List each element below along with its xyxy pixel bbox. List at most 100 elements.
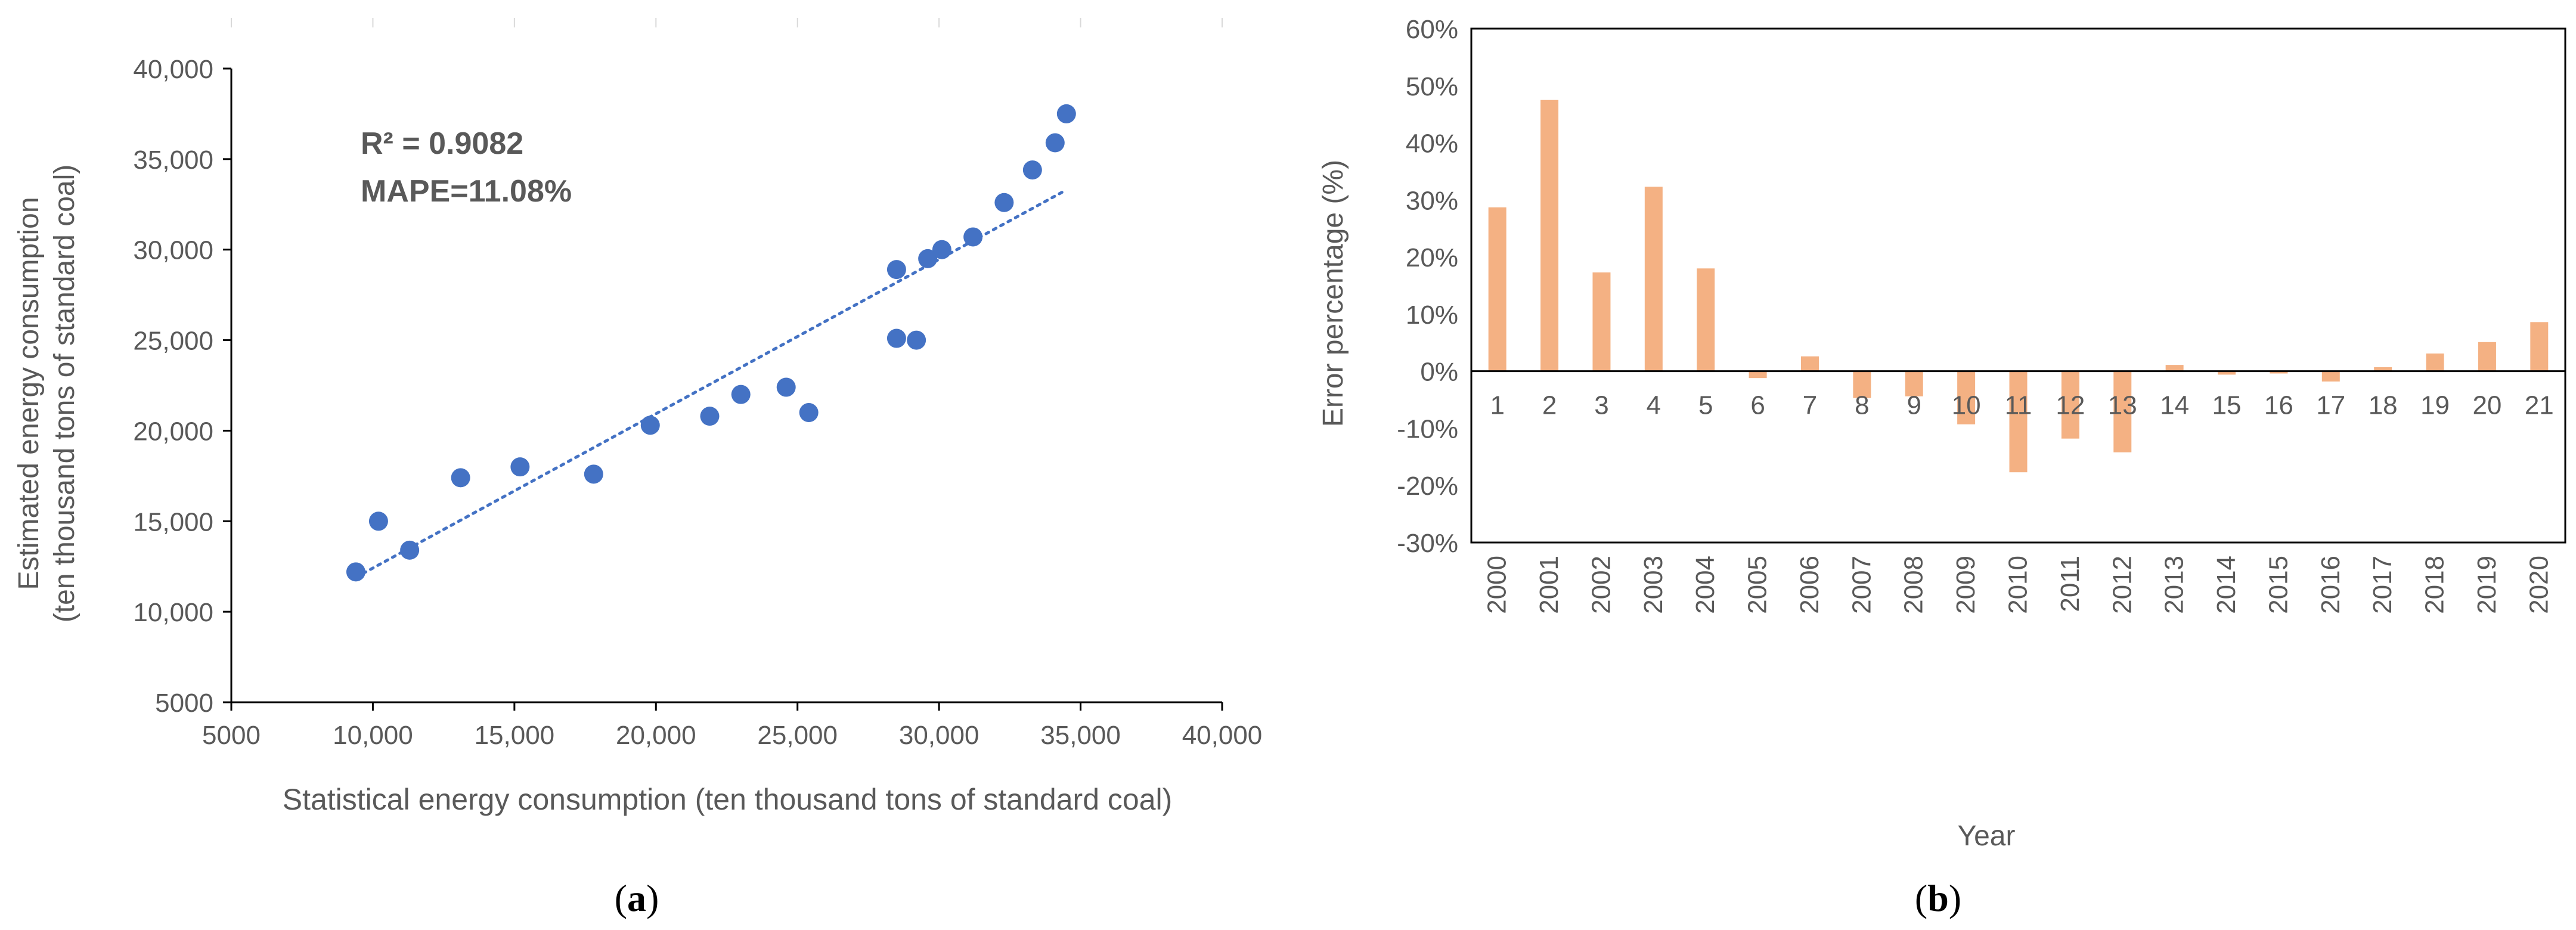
x-tick-label: 25,000 [757,721,838,750]
scatter-point [963,227,983,247]
x-tick-label: 15,000 [475,721,555,750]
y-tick-label: 20,000 [133,417,213,446]
year-label: 2017 [2368,556,2397,614]
y-axis-label-line2: (ten thousand tons of standard coal) [49,165,80,623]
bar [2478,342,2496,371]
index-label: 16 [2264,391,2293,420]
bars [1488,100,2549,473]
index-label: 8 [1855,391,1869,420]
scatter-point [918,249,938,268]
y-tick-label: 35,000 [133,145,213,175]
year-label: 2011 [2056,556,2085,612]
index-label: 19 [2420,391,2450,420]
year-label: 2002 [1586,556,1616,614]
year-label: 2007 [1847,556,1876,614]
scatter-point [510,457,530,477]
trendline [354,188,1068,579]
year-labels: 2000 2001 2002 2003 2004 2005 2006 2007 2008 2009… [1483,556,2554,614]
panel-label-a: (a) [615,877,659,919]
x-tick-label: 20,000 [616,721,696,750]
year-label: 2018 [2420,556,2450,614]
index-label: 9 [1907,391,1921,420]
y-tick-label: 30,000 [133,236,213,265]
index-label: 1 [1490,391,1504,420]
index-label: 14 [2160,391,2189,420]
year-label: 2020 [2524,556,2553,614]
bar [2426,353,2444,371]
y-tick-label: 15,000 [133,507,213,537]
year-label: 2014 [2212,556,2241,614]
year-label: 2003 [1639,556,1668,614]
y-tick-label: 25,000 [133,327,213,356]
year-label: 2010 [2004,556,2033,614]
scatter-point [368,512,388,531]
year-label: 2015 [2264,556,2293,614]
scatter-point [584,464,603,484]
bar [1800,356,1819,371]
index-label: 4 [1647,391,1661,420]
scatter-point [731,385,751,404]
index-label: 2 [1542,391,1557,420]
index-label: 12 [2056,391,2085,420]
scatter-points [346,104,1076,582]
trendline-group [354,188,1068,579]
year-label: 2016 [2316,556,2345,614]
y-tick-label: -10% [1397,414,1458,444]
year-label: 2006 [1795,556,1824,614]
index-label: 7 [1803,391,1817,420]
scatter-point [400,540,420,560]
x-tick-label: 10,000 [333,721,413,750]
y-axis-label: Error percentage (%) [1318,160,1349,427]
year-label: 2012 [2107,556,2137,614]
bar [2113,371,2132,452]
scatter-point [907,330,926,350]
y-tick-label: 50% [1406,72,1458,101]
x-tick-label: 35,000 [1040,721,1121,750]
chart-a-scatter: 5000 10,000 15,000 20,000 25,000 30,000 35,000… [13,18,1262,919]
year-label: 2009 [1951,556,1980,614]
mape-annotation: MAPE=11.08% [361,174,572,209]
bar [2165,365,2184,371]
y-ticks: 5000 10,000 15,000 20,000 25,000 30,000 35,000… [133,55,231,718]
y-tick-label: 40% [1406,129,1458,159]
y-axis-label-line1: Estimated energy consumption [13,197,45,590]
y-tick-label: 0% [1420,358,1458,387]
y-tick-label: 40,000 [133,55,213,84]
bar [1592,272,1611,371]
bar [2374,367,2392,371]
year-label: 2013 [2160,556,2189,614]
year-label: 2004 [1691,556,1720,614]
bar [2270,371,2288,374]
scatter-point [346,562,365,582]
index-label: 13 [2108,391,2137,420]
top-decorative-ticks [231,18,1223,27]
year-label: 2019 [2472,556,2501,614]
y-tick-label: -20% [1397,472,1458,501]
bar [1905,371,1923,396]
x-tick-label: 30,000 [899,721,979,750]
y-tick-label: 60% [1406,15,1458,44]
scatter-point [1045,133,1065,153]
index-label: 17 [2316,391,2345,420]
y-tick-label: 10,000 [133,598,213,627]
index-label: 10 [1952,391,1981,420]
bar [1853,371,1871,398]
bar [2321,371,2340,382]
y-tick-label: 20% [1406,243,1458,272]
bar [1540,100,1559,371]
bar [1749,371,1767,379]
x-tick-label: 40,000 [1182,721,1263,750]
index-label: 21 [2525,391,2554,420]
index-label: 15 [2212,391,2242,420]
x-tick-label: 5000 [202,721,261,750]
scatter-point [886,328,906,348]
r-squared-annotation: R² = 0.9082 [361,126,523,161]
bar [1957,371,1976,424]
y-tick-label: 10% [1406,300,1458,330]
index-label: 20 [2472,391,2501,420]
year-label: 2000 [1483,556,1512,614]
scatter-point [886,260,906,280]
index-label: 11 [2005,391,2032,420]
